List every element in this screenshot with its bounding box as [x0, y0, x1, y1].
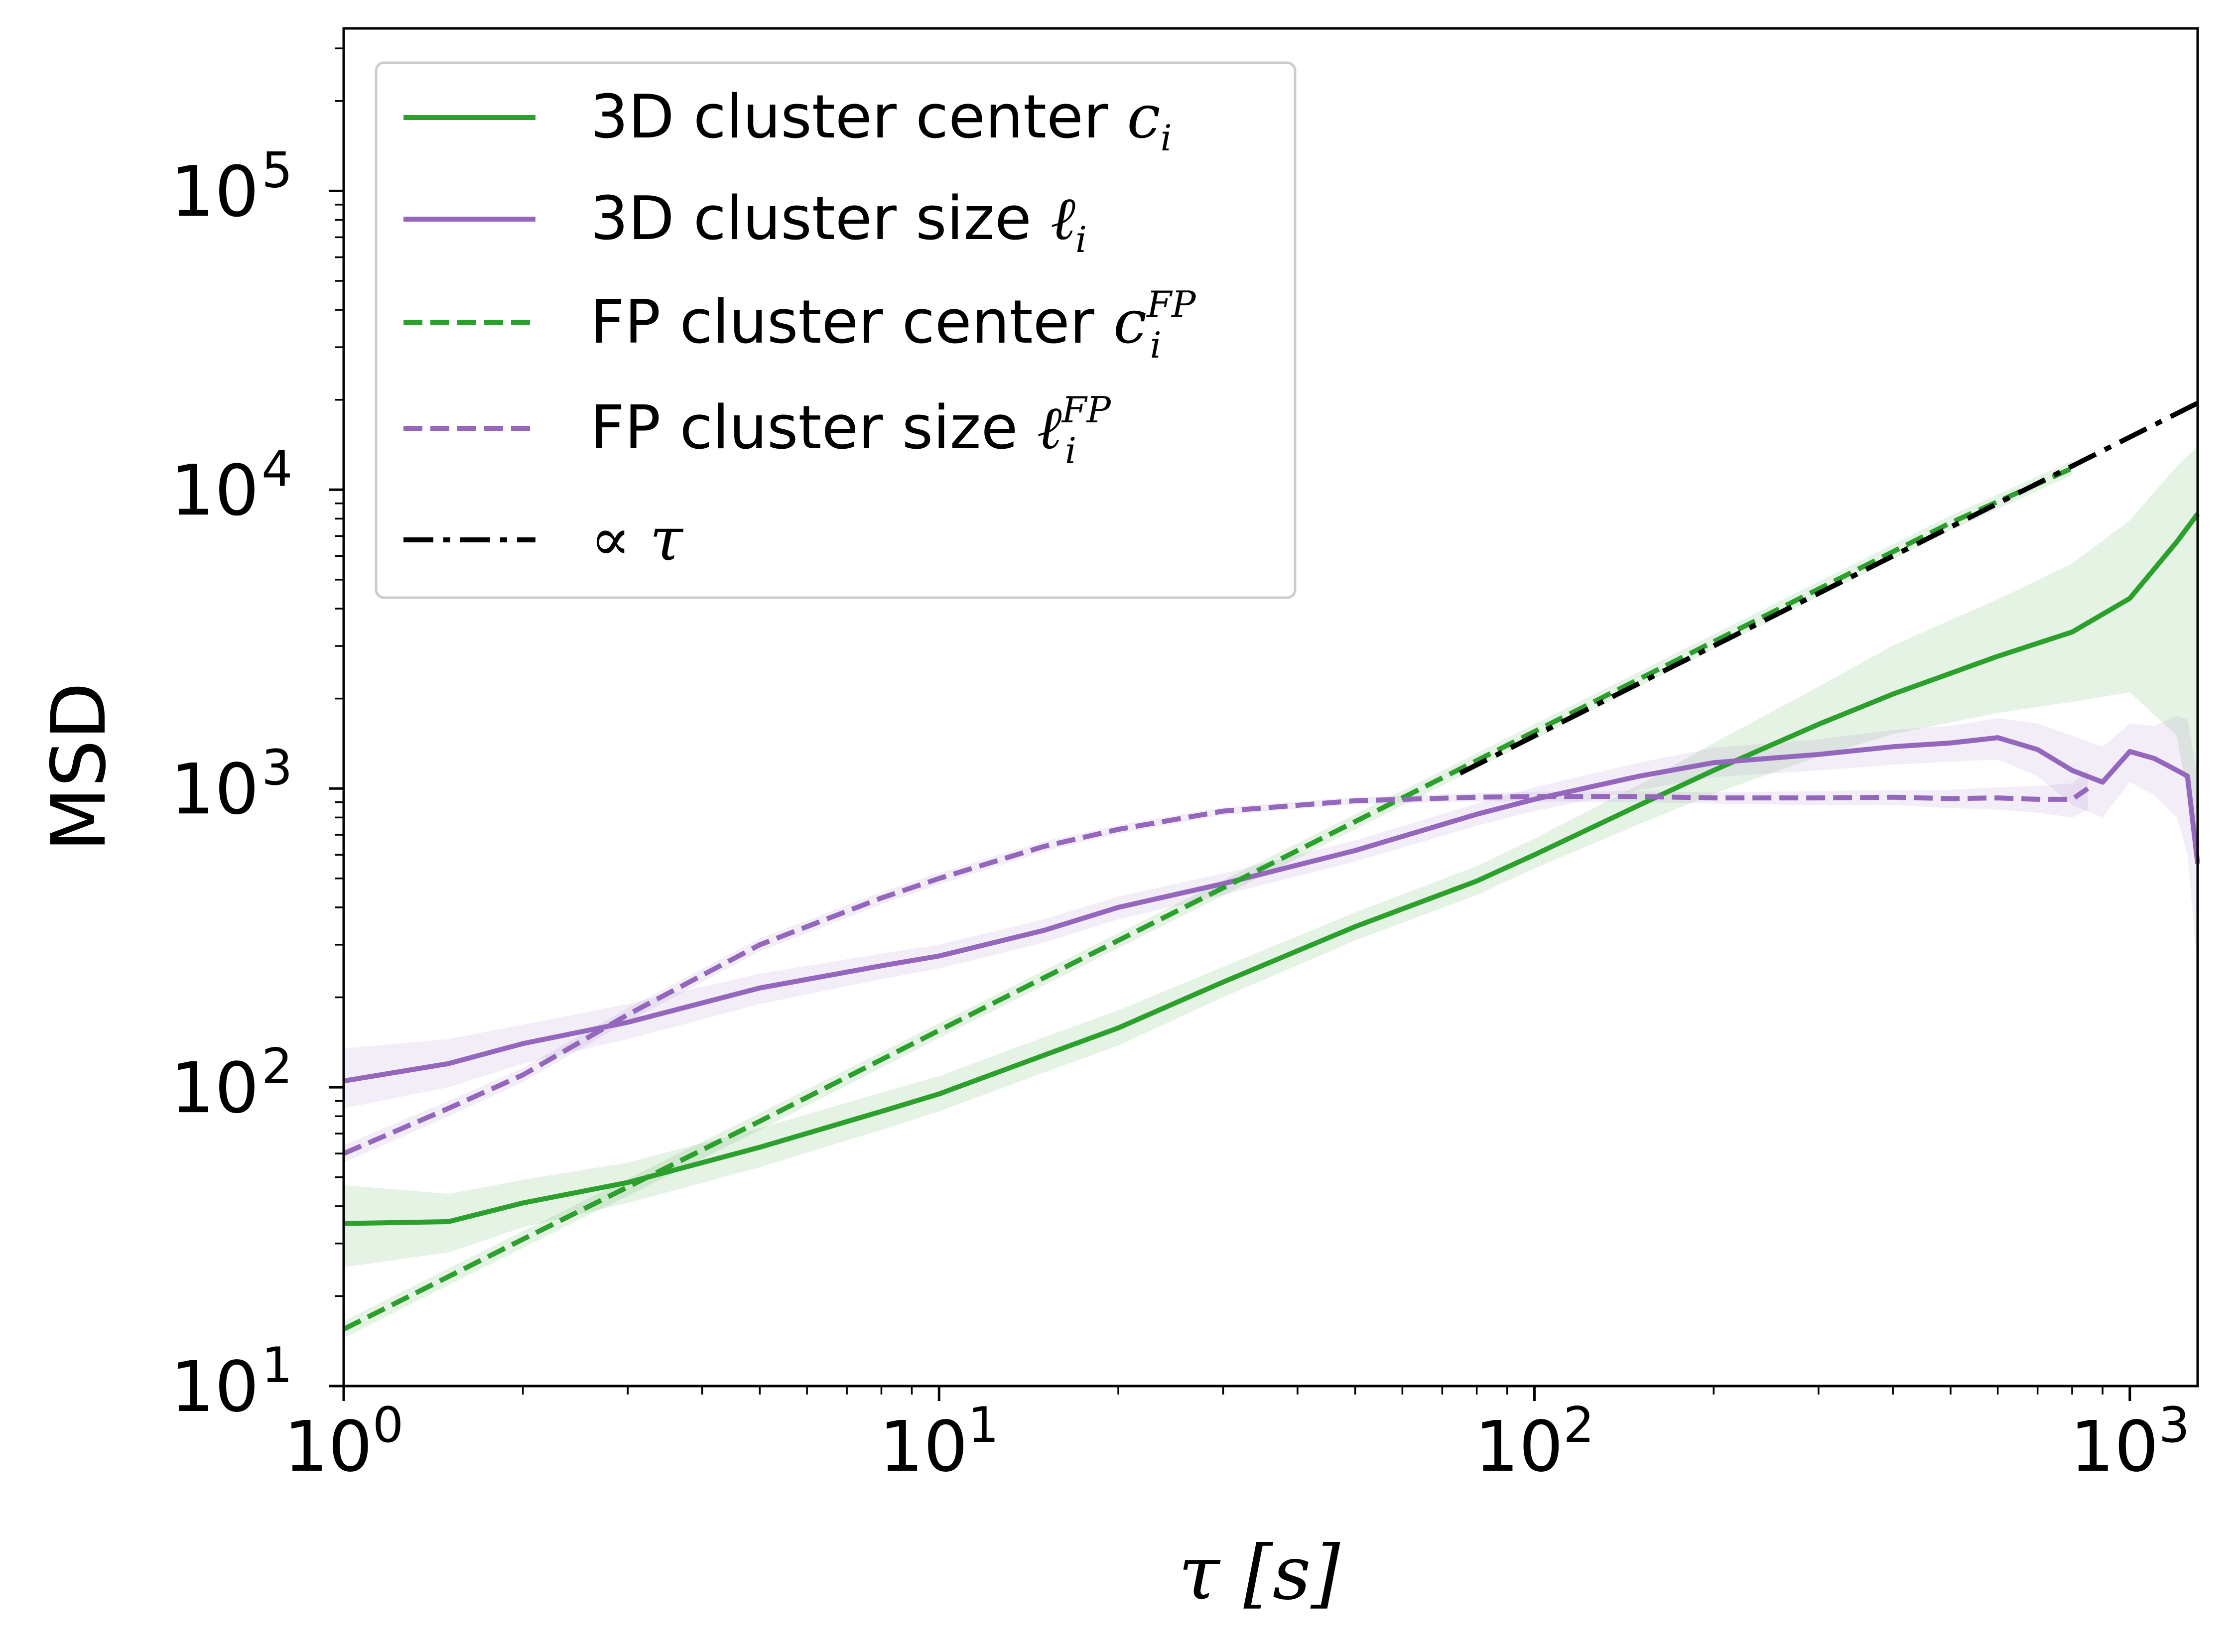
- tick-marks: [329, 47, 2131, 1401]
- legend-frame: [375, 61, 1297, 599]
- x-tick-label: 102: [1474, 1397, 1594, 1488]
- y-tick-label: 10: [170, 749, 259, 830]
- y-tick-exponent: 1: [262, 1337, 292, 1394]
- line-center_fp: [342, 466, 2074, 1332]
- x-tick-label: 101: [879, 1397, 999, 1488]
- y-tick-exponent: 3: [262, 740, 292, 796]
- band-center_fp: [344, 461, 2072, 1338]
- confidence-bands: [344, 446, 2198, 1338]
- y-axis-label: MSD: [36, 682, 123, 852]
- y-tick-exponent: 5: [262, 142, 292, 199]
- y-tick-label: 10: [170, 151, 259, 233]
- line-size_3d: [343, 735, 2200, 1084]
- y-tick-label: 10: [170, 1048, 259, 1129]
- y-tick-label: 10: [170, 450, 259, 531]
- legend-label-size_3d: 3D cluster size ℓi: [590, 184, 1087, 260]
- axes: [342, 27, 2199, 1388]
- line-center_3d: [343, 512, 2200, 1226]
- legend-label-proportional: ∝ τ: [590, 505, 683, 574]
- plot-frame: [342, 27, 2199, 1388]
- legend-label-size_fp: FP cluster size ℓFP i: [590, 389, 1112, 472]
- x-tick-label: 100: [284, 1397, 404, 1488]
- band-center_3d: [344, 446, 2198, 1268]
- x-tick-label: 103: [2070, 1397, 2190, 1488]
- line-proportional: [1458, 400, 2199, 775]
- y-tick-label: 10: [170, 1347, 259, 1428]
- band-size_fp: [344, 770, 2088, 1163]
- legend-label-center_3d: 3D cluster center ci: [590, 83, 1172, 159]
- y-tick-exponent: 4: [262, 441, 292, 498]
- y-tick-exponent: 2: [262, 1038, 292, 1095]
- line-size_fp: [343, 786, 2090, 1156]
- band-size_3d: [344, 716, 2198, 1109]
- legend: 3D cluster center ci 3D cluster size ℓi FP…: [375, 61, 1297, 599]
- series-lines: [342, 400, 2200, 1332]
- x-axis-label: τ [s]: [1179, 1530, 1340, 1617]
- legend-label-center_fp: FP cluster center cFP i: [590, 283, 1196, 366]
